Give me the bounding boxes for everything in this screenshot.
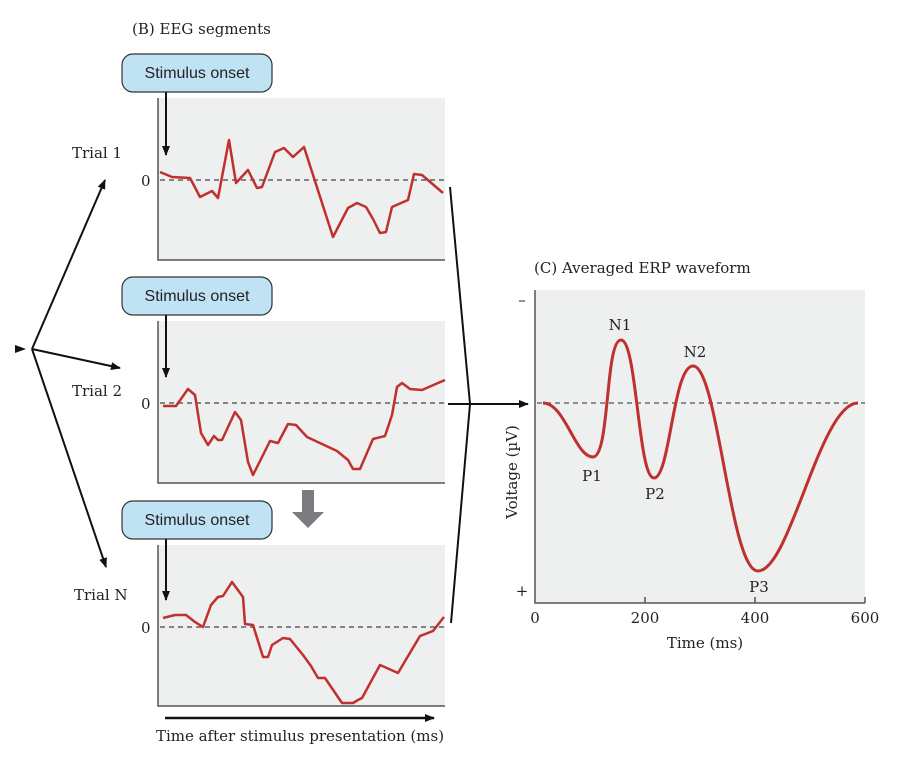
zero-label: 0 <box>141 172 151 190</box>
stimulus-onset-label: Stimulus onset <box>145 512 250 529</box>
arrow-to-trial-1 <box>31 179 106 350</box>
trial-label: Trial N <box>74 586 128 604</box>
component-label-n1: N1 <box>609 316 632 334</box>
zero-label: 0 <box>141 619 151 637</box>
trial-label: Trial 1 <box>72 144 122 162</box>
eeg-trace <box>159 138 444 239</box>
stimulus-onset-label: Stimulus onset <box>145 288 250 305</box>
y-positive-label: + <box>516 582 529 600</box>
input-arrowhead-icon <box>15 345 26 353</box>
trial-label: Trial 2 <box>72 382 122 400</box>
stimulus-onset-box <box>121 500 273 540</box>
gray-down-arrow-icon <box>292 490 324 528</box>
panel-b-x-label: Time after stimulus presentation (ms) <box>156 727 444 745</box>
eeg-trace <box>162 580 445 705</box>
trial-1-segment: Stimulus onset Trial 1 0 <box>72 53 445 261</box>
erp-panel: (C) Averaged ERP waveform – + Voltage (µ… <box>503 259 879 652</box>
component-label-p1: P1 <box>582 467 602 485</box>
arrow-to-trial-2 <box>31 348 121 371</box>
x-axis-label: Time (ms) <box>667 634 743 652</box>
erp-waveform <box>542 338 859 573</box>
panel-c-title: (C) Averaged ERP waveform <box>534 259 751 277</box>
trial-2-segment: Stimulus onset Trial 2 0 <box>72 276 446 484</box>
stimulus-onset-box <box>121 53 273 93</box>
fork-arrows <box>15 179 121 568</box>
component-label-p3: P3 <box>749 578 769 596</box>
arrow-to-trial-n <box>31 348 107 568</box>
y-axis-label: Voltage (µV) <box>503 425 521 520</box>
panel-b-title: (B) EEG segments <box>132 20 271 38</box>
zero-label: 0 <box>141 395 151 413</box>
eeg-trace <box>163 378 446 477</box>
x-tick-label: 600 <box>851 609 880 627</box>
x-tick-label: 0 <box>530 609 540 627</box>
stimulus-onset-label: Stimulus onset <box>145 65 250 82</box>
trial-n-segment: Stimulus onset Trial N 0 <box>74 500 445 707</box>
x-tick-label: 400 <box>741 609 770 627</box>
stimulus-onset-box <box>121 276 273 316</box>
component-label-n2: N2 <box>684 343 707 361</box>
x-tick-label: 200 <box>631 609 660 627</box>
y-negative-label: – <box>518 291 526 309</box>
component-label-p2: P2 <box>645 485 665 503</box>
